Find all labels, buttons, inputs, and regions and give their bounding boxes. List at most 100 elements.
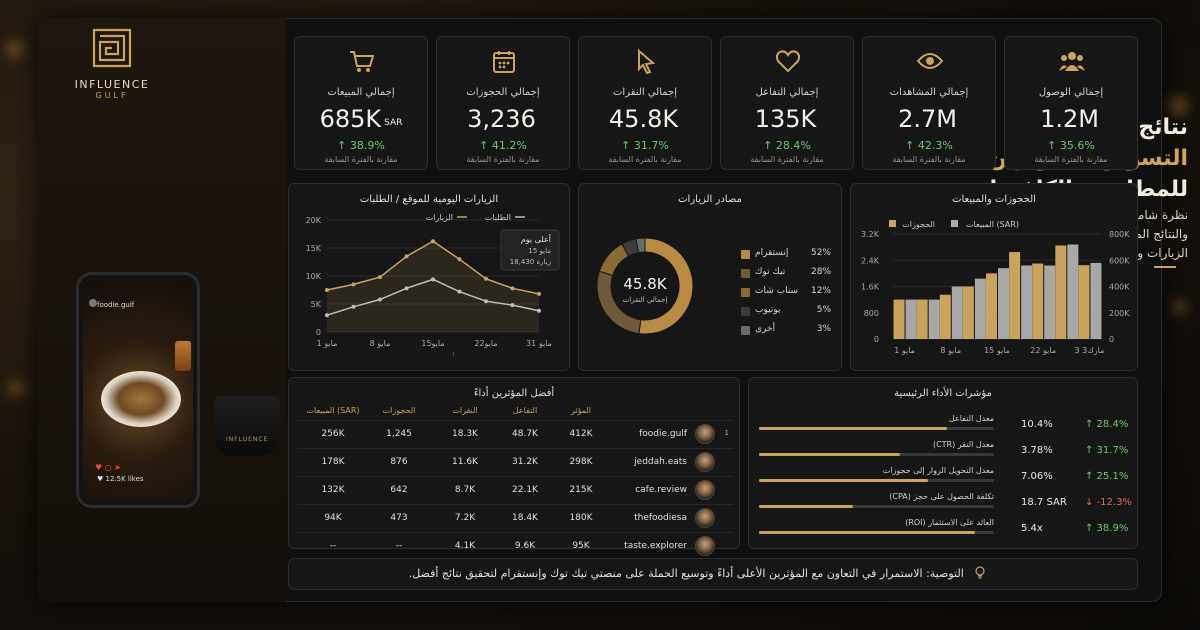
calendar-icon [493, 51, 515, 73]
data-point [378, 275, 382, 280]
table-header-bookings[interactable]: الحجوزات [382, 406, 416, 415]
legend-orders-label: الطلبات [485, 213, 511, 222]
donut-slice [638, 237, 694, 335]
y-left-tick-label: 1.6K [861, 283, 880, 292]
bookings-bar [1032, 263, 1044, 339]
y-left-tick-label: 2.4K [861, 256, 880, 265]
sales-bar [928, 299, 940, 339]
indicator-bar-fill [759, 453, 900, 456]
cell-clicks: 11.6K [452, 457, 478, 467]
table-row[interactable]: thefoodiesa 180K 18.4K 7.2K 473 94K [297, 504, 733, 530]
sources-title: مصادر الزيارات [678, 194, 742, 205]
data-point [537, 308, 541, 313]
table-header-clicks[interactable]: النقرات [452, 406, 478, 415]
table-row[interactable]: jeddah.eats 298K 31.2K 11.6K 876 178K [297, 448, 733, 474]
data-point [378, 297, 382, 302]
table-header-influencer[interactable]: المؤثر [570, 406, 592, 415]
sales-bar [998, 268, 1009, 339]
kpi-number: 2.7M [898, 105, 957, 133]
phone-handle: foodie.gulf [97, 301, 135, 309]
cell-clicks: 7.2K [454, 513, 476, 523]
data-point [325, 288, 329, 292]
hero-divider [1154, 266, 1176, 268]
source-legend-item: تيك توك 28% [741, 267, 831, 281]
cell-clicks: 18.3K [452, 429, 478, 439]
influencers-title: أفضل المؤثرين أداءً [473, 388, 555, 399]
tooltip-box [500, 229, 560, 271]
indicator-bar [759, 453, 994, 456]
cell-clicks: 4.1K [454, 541, 476, 551]
influencer-handle: thefoodiesa [634, 513, 687, 523]
cell-sales: 94K [324, 513, 342, 523]
indicator-row: تكلفة الحصول على حجز (CPA) 18.7 SAR ↓ -12.… [759, 492, 1149, 520]
source-legend-item: سناب شات 12% [741, 286, 831, 300]
cell-engagement: 22.1K [512, 485, 538, 495]
cart-icon [350, 51, 375, 72]
kpi-card: إجمالي النقرات 45.8K ↑ 31.7% مقارنة بالفترة… [578, 36, 712, 170]
indicator-name: العائد على الاستثمار (ROI) [905, 518, 994, 527]
indicator-change: ↑ 38.9% [1085, 523, 1129, 534]
source-pct: 12% [810, 286, 831, 296]
tooltip-title: أعلى يوم [521, 234, 551, 244]
source-swatch [741, 307, 750, 316]
recommendation-bar [288, 558, 1138, 590]
cell-sales: 178K [321, 457, 345, 467]
y-right-tick-label: 600K [1109, 256, 1130, 265]
x-tick-label: 8 مايو [370, 339, 391, 348]
kpi-label: إجمالي النقرات [613, 87, 677, 98]
cell-engagement: 48.7K [512, 429, 538, 439]
data-point [510, 303, 515, 308]
phone-like-icons: ♥ ○ ➤ [95, 463, 121, 472]
indicator-name: معدل التفاعل [948, 414, 994, 423]
source-swatch [741, 326, 750, 335]
row-rank: 1 [724, 429, 729, 437]
data-point [484, 299, 488, 304]
y-tick-label: 20K [306, 216, 322, 225]
indicator-bar-fill [759, 531, 976, 534]
bokeh-light [8, 380, 24, 396]
kpi-change: ↑ 41.2% [479, 139, 527, 152]
influencer-handle: taste.explorer [624, 541, 687, 551]
kpi-value: 1.2M [1005, 105, 1137, 133]
kpi-compare: مقارنة بالفترة السابقة [324, 155, 398, 164]
indicators-card: مؤشرات الأداء الرئيسية معدل التفاعل 10.4%… [748, 377, 1138, 549]
table-header-sales[interactable]: المبيعات (SAR) [306, 406, 360, 415]
table-row[interactable]: 1 foodie.gulf 412K 48.7K 18.3K 1,245 256K [297, 420, 733, 446]
table-row[interactable]: cafe.review 215K 22.1K 8.7K 642 132K [297, 476, 733, 502]
indicators-title: مؤشرات الأداء الرئيسية [894, 388, 992, 399]
cell-engagement: 9.6K [514, 541, 536, 551]
indicator-bar [759, 505, 994, 508]
food-plate-image [101, 371, 181, 427]
kpi-label: إجمالي الوصول [1038, 87, 1104, 98]
indicator-bar [759, 427, 994, 430]
influencer-avatar [695, 480, 715, 500]
influencer-avatar [695, 424, 715, 444]
kpi-value: 3,236 [437, 105, 569, 133]
kpi-compare: مقارنة بالفترة السابقة [608, 155, 682, 164]
table-header-engagement[interactable]: التفاعل [512, 406, 538, 415]
kpi-change: ↑ 38.9% [337, 139, 385, 152]
y-left-tick-label: 800 [864, 309, 879, 318]
sales-bar [1067, 244, 1079, 339]
source-name: سناب شات [755, 286, 799, 296]
tooltip-value: زيارة 18,430 [510, 258, 551, 266]
table-row[interactable]: taste.explorer 95K 9.6K 4.1K -- -- [297, 532, 733, 558]
data-point [510, 286, 515, 291]
bookings-bar [962, 286, 974, 339]
indicator-change: ↑ 28.4% [1085, 419, 1129, 430]
kpi-card: إجمالي الحجوزات 3,236 ↑ 41.2% مقارنة بالفتر… [436, 36, 570, 170]
kpi-change: ↑ 35.6% [1047, 139, 1095, 152]
data-point [484, 276, 488, 281]
y-tick-label: 0 [316, 328, 321, 337]
x-tick-label: 31 مايو [526, 339, 552, 348]
logo-mark-icon [92, 28, 132, 68]
cup-label: INFLUENCE [226, 436, 269, 443]
indicator-bar-fill [759, 427, 947, 430]
indicator-bar [759, 479, 994, 482]
indicator-row: معدل النقر (CTR) 3.78% ↑ 31.7% [759, 440, 1149, 468]
indicator-name: تكلفة الحصول على حجز (CPA) [889, 492, 994, 501]
indicator-row: معدل التحويل الزوار إلى حجوزات 7.06% ↑ 25.… [759, 466, 1149, 494]
drink-glass-image [175, 341, 191, 371]
x-tick-label: 22مايو [474, 339, 497, 348]
cell-engagement: 31.2K [512, 457, 538, 467]
